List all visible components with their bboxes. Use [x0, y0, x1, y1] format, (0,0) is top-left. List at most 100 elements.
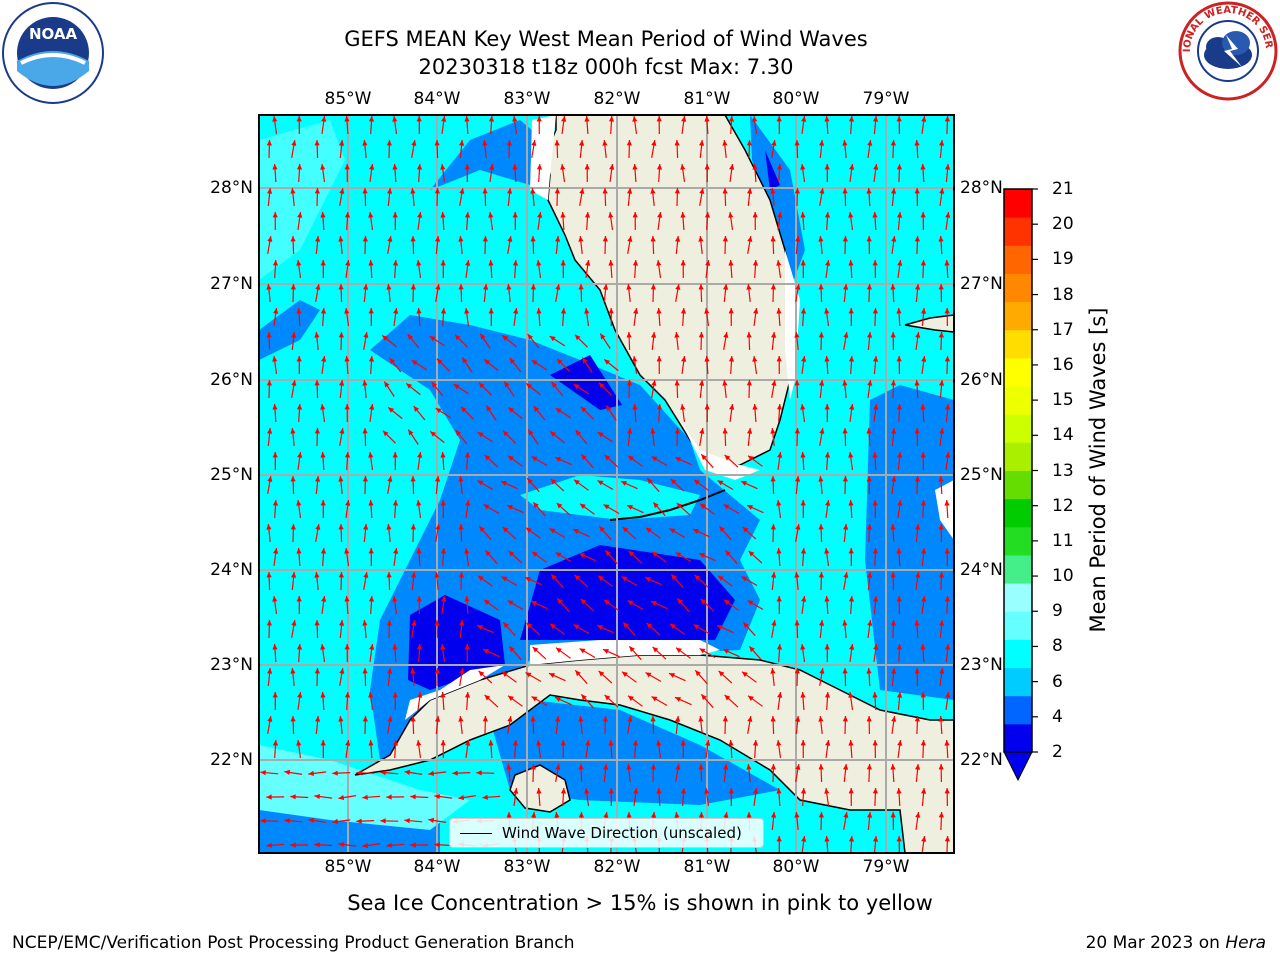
wave-direction-arrowhead [320, 548, 327, 554]
wave-direction-arrowhead [290, 842, 296, 848]
wave-direction-arrowhead [723, 332, 729, 338]
wave-direction-arrowhead [945, 644, 951, 650]
wave-direction-arrowhead [509, 646, 515, 653]
wave-direction-arrowhead [407, 334, 413, 340]
wave-direction-arrowhead [508, 407, 515, 413]
wave-direction-arrowhead [296, 500, 302, 506]
wave-direction-arrowhead [824, 116, 830, 122]
wave-direction-arrowhead [416, 500, 422, 506]
wave-direction-arrowhead [416, 260, 422, 266]
wave-direction-arrowhead [872, 260, 878, 266]
colorbar-tick-label: 11 [1052, 530, 1074, 551]
wave-direction-arrowhead [770, 188, 776, 194]
wave-direction-arrowhead [484, 454, 491, 461]
legend-label: Wind Wave Direction (unscaled) [502, 824, 742, 842]
wave-direction-arrowhead [392, 740, 399, 746]
wave-direction-arrowhead [915, 572, 921, 578]
wave-direction-arrowhead [554, 188, 560, 194]
wave-direction-arrowhead [914, 236, 920, 242]
wave-direction-arrowhead [938, 764, 944, 770]
wave-direction-arrowhead [677, 598, 683, 605]
wave-direction-arrowhead [944, 308, 950, 314]
wave-direction-arrowhead [921, 788, 927, 794]
wave-direction-arrowhead [717, 480, 724, 486]
wave-direction-arrowhead [290, 188, 296, 194]
lat-label-left: 23°N [210, 655, 253, 675]
wave-direction-arrowhead [848, 596, 855, 602]
wave-direction-arrowhead [560, 740, 566, 746]
wave-direction-arrowhead [680, 404, 686, 410]
wave-direction-arrowhead [914, 380, 920, 386]
wave-direction-arrowhead [656, 116, 662, 122]
wave-direction-arrowhead [647, 478, 653, 485]
wave-direction-arrowhead [675, 716, 681, 722]
wave-direction-arrowhead [622, 526, 629, 533]
wave-direction-arrowhead [728, 260, 734, 266]
wave-direction-arrowhead [332, 818, 338, 824]
period-region-4-6-west [259, 300, 320, 360]
wave-direction-arrowhead [705, 260, 711, 266]
wave-direction-arrowhead [848, 116, 855, 122]
wave-direction-arrowhead [656, 308, 662, 314]
wave-direction-arrowhead [800, 308, 807, 314]
wave-direction-arrowhead [413, 406, 419, 412]
wave-direction-arrowhead [681, 116, 687, 122]
wave-direction-arrowhead [675, 457, 681, 462]
wave-direction-arrowhead [771, 572, 777, 578]
wave-direction-arrowhead [921, 596, 927, 602]
wave-direction-arrowhead [627, 600, 634, 606]
wave-direction-arrowhead [675, 764, 681, 770]
wave-direction-arrowhead [728, 788, 734, 794]
coastal-mask [680, 420, 760, 480]
wave-direction-arrowhead [260, 770, 266, 776]
wave-direction-arrowhead [602, 716, 608, 722]
wave-direction-arrowhead [794, 428, 800, 434]
wave-direction-arrowhead [380, 818, 386, 824]
wave-direction-arrowhead [801, 116, 807, 122]
wave-direction-arrowhead [891, 428, 897, 434]
wave-direction-arrowhead [939, 428, 945, 434]
wave-direction-arrowhead [604, 359, 611, 365]
wave-direction-arrowhead [597, 432, 604, 438]
wave-direction-arrowhead [604, 694, 611, 701]
wave-direction-arrowhead [848, 260, 854, 266]
wave-direction-arrowhead [914, 428, 920, 434]
wave-direction-arrowhead [410, 668, 416, 674]
lat-label-right: 23°N [960, 655, 1003, 675]
wave-direction-arrowhead [606, 405, 612, 412]
wave-direction-arrowhead [464, 116, 470, 122]
wave-direction-arrowhead [698, 764, 704, 770]
wave-direction-arrowhead [680, 788, 687, 794]
wave-direction-arrowhead [392, 452, 398, 458]
wave-direction-arrowhead [848, 212, 854, 218]
wave-direction-arrowhead [794, 332, 800, 338]
wave-direction-arrowhead [272, 452, 278, 458]
wave-direction-arrowhead [724, 599, 730, 605]
wave-direction-arrowhead [597, 480, 604, 486]
wave-direction-arrowhead [920, 260, 926, 266]
wave-direction-arrowhead [873, 164, 879, 170]
wave-direction-arrowhead [507, 236, 513, 242]
wave-direction-arrowhead [368, 212, 374, 218]
wave-direction-arrowhead [578, 236, 584, 242]
wave-direction-arrowhead [411, 572, 417, 578]
wave-direction-arrowhead [650, 428, 656, 434]
wave-direction-arrowhead [795, 284, 801, 290]
wave-direction-arrowhead [722, 380, 728, 386]
wave-direction-arrowhead [435, 408, 442, 414]
wave-direction-arrowhead [476, 770, 482, 776]
wave-direction-arrowhead [746, 284, 752, 290]
wave-direction-arrowhead [387, 668, 393, 674]
wave-direction-arrowhead [482, 188, 488, 194]
wave-direction-arrowhead [938, 812, 944, 818]
wave-direction-arrowhead [866, 668, 872, 674]
wave-direction-arrowhead [776, 788, 782, 794]
wave-direction-arrowhead [339, 380, 345, 386]
wave-direction-arrowhead [488, 740, 494, 746]
wave-direction-arrowhead [608, 788, 614, 794]
wave-direction-arrowhead [482, 716, 488, 722]
wave-direction-arrowhead [848, 356, 855, 362]
wave-direction-arrowhead [776, 260, 782, 266]
wave-direction-arrowhead [404, 769, 411, 775]
wave-direction-arrowhead [551, 382, 557, 388]
